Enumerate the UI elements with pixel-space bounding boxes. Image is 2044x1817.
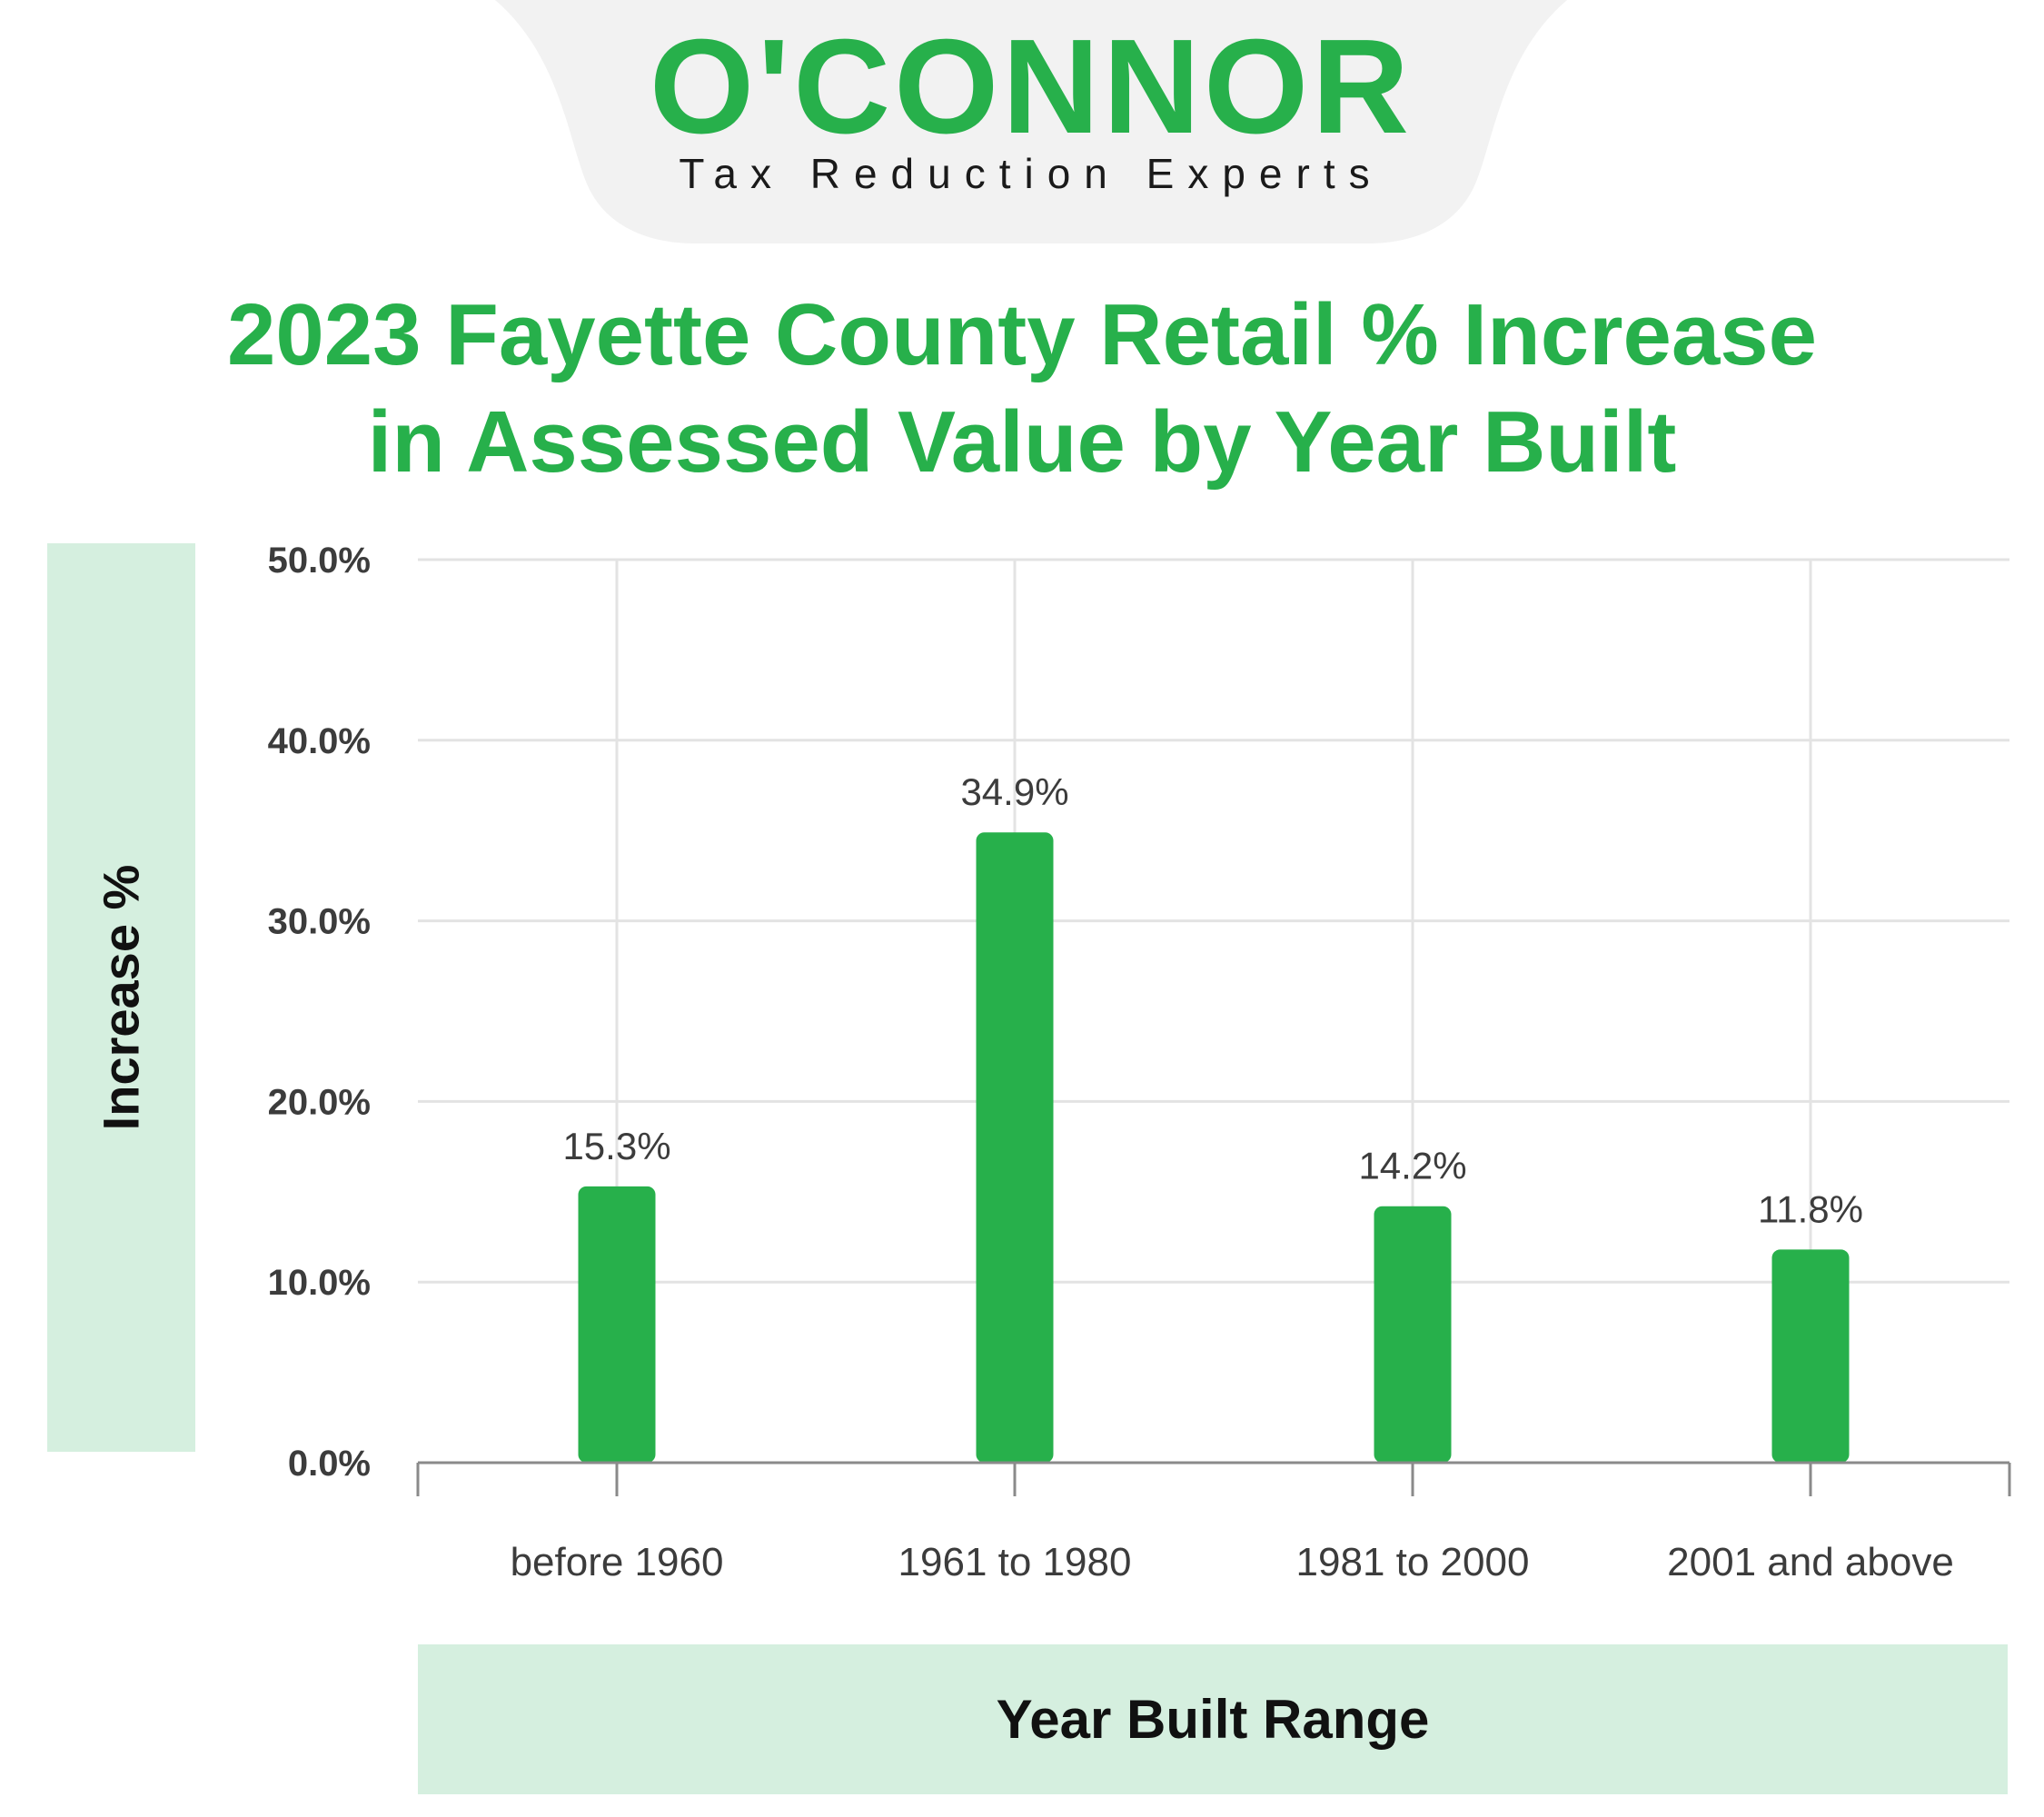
x-axis-label-panel xyxy=(418,1644,2008,1794)
axis-layer xyxy=(416,1461,2011,1496)
data-label: 14.2% xyxy=(1358,1145,1466,1187)
x-tick-label: before 1960 xyxy=(511,1540,724,1584)
y-tick-label: 0.0% xyxy=(288,1444,371,1484)
bar xyxy=(976,832,1054,1463)
data-label: 34.9% xyxy=(960,770,1068,813)
logo-tab-shape xyxy=(495,0,1567,243)
chart-title: 2023 Fayette County Retail % Increase in… xyxy=(91,282,1953,496)
chart-title-line-2: in Assessed Value by Year Built xyxy=(367,393,1677,491)
y-tick-label: 10.0% xyxy=(268,1263,371,1303)
grid-layer xyxy=(418,558,2009,1463)
y-tick-label: 20.0% xyxy=(268,1082,371,1122)
logo-tab: O'CONNOR Tax Reduction Experts xyxy=(495,0,1567,243)
label-layer: 0.0% 10.0% 20.0% 30.0% 40.0% 50.0% 15.3% before… xyxy=(268,541,1954,1584)
brand-logo[interactable]: O'CONNOR xyxy=(649,12,1414,162)
data-label: 15.3% xyxy=(562,1125,670,1167)
bar xyxy=(1771,1249,1850,1463)
brand-tagline: Tax Reduction Experts xyxy=(679,150,1384,197)
bar xyxy=(578,1186,656,1463)
x-tick-label: 1961 to 1980 xyxy=(898,1540,1132,1584)
x-axis-label: Year Built Range xyxy=(996,1689,1430,1750)
y-tick-label: 50.0% xyxy=(268,541,371,581)
chart-title-line-1: 2023 Fayette County Retail % Increase xyxy=(226,286,1818,383)
y-axis-label-panel xyxy=(47,543,195,1452)
y-tick-label: 40.0% xyxy=(268,721,371,761)
y-tick-label: 30.0% xyxy=(268,902,371,942)
data-label: 11.8% xyxy=(1758,1187,1863,1230)
bar-layer xyxy=(578,832,1850,1463)
x-tick-label: 1981 to 2000 xyxy=(1296,1540,1530,1584)
bar xyxy=(1374,1206,1452,1463)
x-tick-label: 2001 and above xyxy=(1667,1540,1954,1584)
